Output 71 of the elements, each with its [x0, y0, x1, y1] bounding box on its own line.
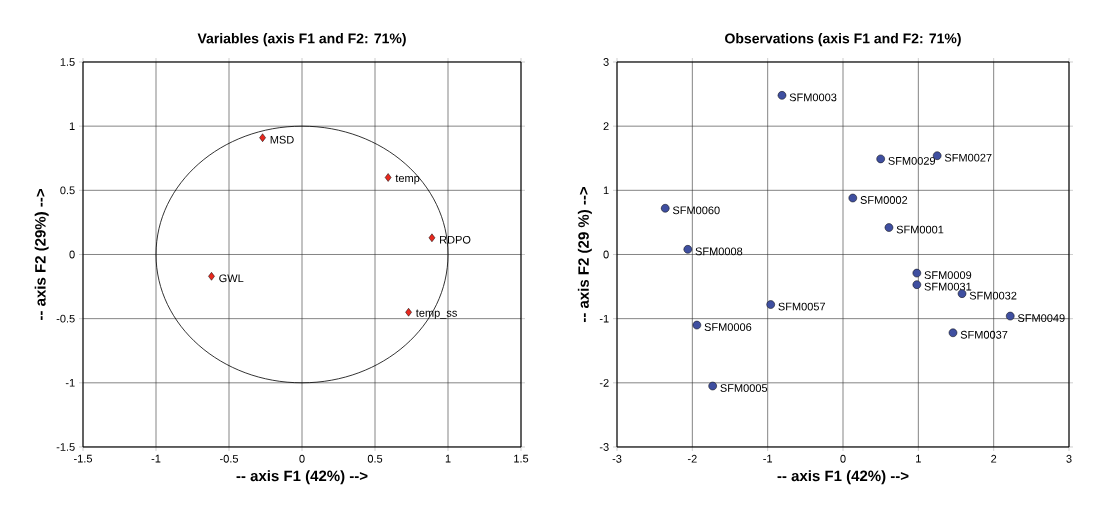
y-axis-title: -- axis F2 (29%) -->: [34, 189, 49, 320]
x-tick-label: 0: [299, 454, 305, 463]
x-tick-label: 1.5: [514, 454, 529, 463]
annotation: SFM0032: [969, 291, 1017, 300]
y-tick-label: -1: [65, 379, 75, 387]
annotation: temp: [395, 174, 420, 185]
annotation: SFM0001: [896, 225, 944, 234]
annotation: SFM0005: [720, 384, 768, 392]
annotation: temp_ss: [415, 309, 457, 319]
annotation: SFM0057: [778, 302, 826, 311]
point: [766, 300, 775, 309]
x-tick-label: 2: [991, 454, 997, 463]
annotation: SFM0027: [944, 153, 992, 162]
point: [876, 154, 885, 164]
point: [660, 204, 670, 213]
annotation: GWL: [219, 274, 244, 283]
point: [708, 381, 717, 391]
x-tick-label: -3: [612, 454, 622, 463]
x-tick-label: -2: [687, 454, 697, 463]
x-tick-label: 1: [916, 454, 921, 463]
annotation: SFM0029: [888, 156, 936, 165]
annotation: SFM0003: [789, 93, 837, 102]
chart-title: Variables (axis F1 and F2: 71%): [197, 33, 406, 47]
point: [884, 223, 894, 232]
annotation: RDPO: [440, 235, 471, 244]
annotation: SFM0060: [672, 206, 720, 215]
x-axis-title: -- axis F1 (42%) -->: [236, 470, 368, 485]
y-tick-label: 1: [69, 122, 75, 130]
x-tick-label: 1: [445, 454, 451, 463]
point: [384, 173, 392, 182]
point: [428, 233, 436, 243]
annotation: SFM0049: [1017, 314, 1065, 322]
x-tick-label: 3: [1066, 454, 1072, 463]
x-axis-title: -- axis F1 (42%) -->: [777, 470, 909, 485]
y-tick-label: 1.5: [60, 58, 75, 66]
y-tick-label: 0: [69, 250, 75, 259]
x-tick-label: 0.5: [367, 454, 383, 463]
annotation: MSD: [270, 135, 294, 144]
point: [692, 320, 702, 330]
point: [1006, 311, 1015, 321]
point: [683, 245, 693, 254]
annotation: SFM0008: [695, 247, 743, 256]
point: [777, 91, 787, 100]
point: [259, 133, 266, 142]
point: [912, 280, 922, 289]
point: [208, 272, 215, 281]
chart-title: Observations (axis F1 and F2: 71%): [725, 33, 961, 47]
y-tick-label: -0.5: [56, 314, 75, 323]
x-tick-label: -0.5: [220, 454, 239, 463]
y-tick-label: 0: [603, 250, 609, 259]
y-tick-label: -3: [599, 443, 609, 451]
y-tick-label: -2: [599, 378, 609, 387]
x-tick-label: 0: [840, 454, 846, 463]
annotation: SFM0037: [960, 330, 1008, 339]
y-tick-label: -1.5: [56, 443, 75, 451]
point: [912, 268, 922, 278]
y-tick-label: 1: [603, 186, 609, 195]
y-tick-label: 2: [603, 122, 609, 130]
point: [848, 193, 858, 203]
y-tick-label: -1: [599, 314, 609, 323]
annotation: SFM0002: [860, 196, 908, 204]
annotation: SFM0009: [924, 271, 972, 279]
y-tick-label: 3: [603, 58, 609, 66]
y-axis-title: -- axis F2 (29 %) -->: [577, 186, 592, 323]
point: [948, 328, 958, 338]
x-tick-label: -1: [151, 454, 161, 463]
y-tick-label: 0.5: [60, 186, 75, 195]
point: [405, 307, 412, 317]
x-tick-label: -1: [763, 454, 773, 463]
annotation: SFM0006: [704, 323, 752, 331]
annotation: SFM0031: [924, 282, 972, 291]
